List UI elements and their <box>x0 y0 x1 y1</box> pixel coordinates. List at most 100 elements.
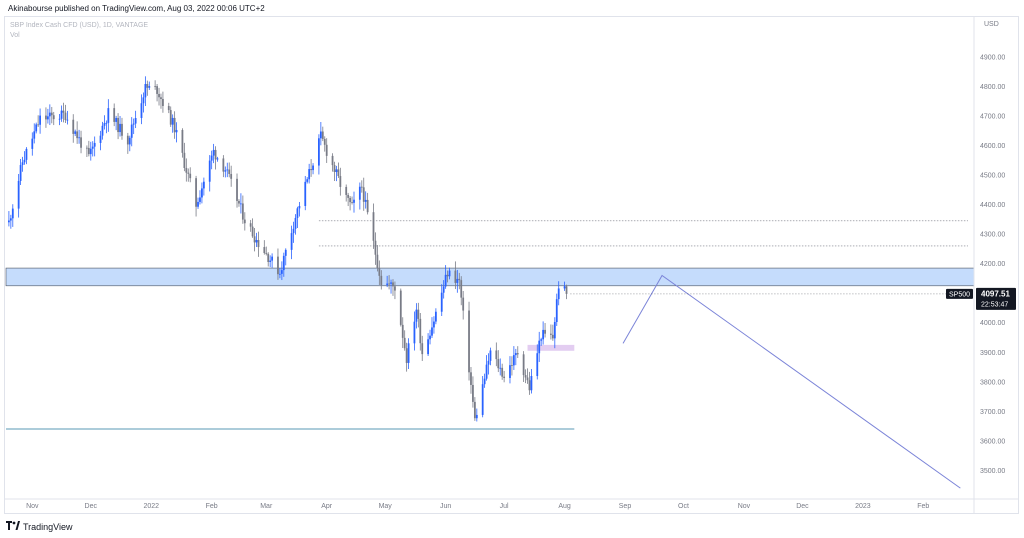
candle <box>446 270 449 283</box>
dotted-levels[interactable] <box>318 220 968 247</box>
candle-body <box>431 327 433 336</box>
candle <box>458 272 461 290</box>
candle-body <box>48 112 51 117</box>
candle <box>417 302 420 328</box>
candle <box>132 118 135 135</box>
candle-body <box>241 203 244 220</box>
candle <box>321 126 324 142</box>
candle-body <box>263 247 266 253</box>
candle-body <box>171 117 174 125</box>
candle <box>565 284 568 300</box>
projection-path[interactable] <box>622 274 961 489</box>
candle-body <box>442 286 445 293</box>
candle-body <box>499 367 502 369</box>
candle <box>126 132 129 154</box>
x-tick-label: Aug <box>558 503 571 510</box>
candle-body <box>236 178 238 201</box>
candle-body <box>538 340 541 354</box>
candle-body <box>181 129 184 153</box>
x-tick-label: 2022 <box>143 503 159 510</box>
candle-body <box>197 201 199 207</box>
candle-body <box>107 108 110 123</box>
tradingview-logo-icon <box>6 521 20 533</box>
candle <box>171 114 174 133</box>
candle-body <box>271 256 274 261</box>
candle-body <box>405 348 408 363</box>
candle <box>380 270 383 290</box>
candle-body <box>101 125 104 136</box>
price-axis[interactable]: 3500.00 3600.00 3700.00 3800.00 3900.00 4000.… <box>973 16 1005 514</box>
candle-body <box>39 115 41 125</box>
candle <box>103 115 106 130</box>
candle-body <box>249 223 252 227</box>
y-tick-label: 3900.00 <box>980 350 1005 357</box>
candle <box>39 108 41 134</box>
publish-info: Akinabourse published on TradingView.com… <box>8 4 265 13</box>
vol-label[interactable]: Vol <box>10 32 20 39</box>
candle <box>199 190 201 205</box>
candle-body <box>403 337 406 349</box>
x-tick-label: Nov <box>738 503 751 510</box>
candle-body <box>530 375 533 391</box>
candle <box>442 280 445 299</box>
candle <box>294 214 297 235</box>
candle-body <box>46 116 49 120</box>
time-axis[interactable]: Nov Dec 2022 Feb Mar Apr May Jun Jul Aug Sep Oct Nov… <box>4 498 1019 510</box>
candle <box>158 87 160 106</box>
candle <box>337 162 340 178</box>
x-tick-label: Feb <box>206 503 218 510</box>
candle-body <box>58 118 61 120</box>
x-tick-label: Mar <box>260 503 273 510</box>
candle-body <box>185 167 188 173</box>
candle <box>146 80 149 96</box>
symbol-line[interactable]: SBP Index Cash CFD (USD), 1D, VANTAGE <box>10 22 149 29</box>
candle-body <box>399 290 402 325</box>
candle <box>243 212 246 231</box>
candle-body <box>267 253 270 262</box>
candle <box>335 165 338 182</box>
candle-body <box>483 378 486 385</box>
candle-body <box>146 84 149 88</box>
candle-body <box>417 309 420 319</box>
candle-body <box>454 270 457 283</box>
candle-body <box>563 286 566 289</box>
candle-body <box>187 172 190 174</box>
candle-body <box>415 309 418 322</box>
candle-body <box>265 252 268 254</box>
candle-body <box>226 169 229 171</box>
candle-body <box>279 273 281 275</box>
candle-body <box>448 270 451 277</box>
candle-body <box>512 355 515 366</box>
candle-body <box>290 233 293 250</box>
candle <box>563 281 566 291</box>
candle-body <box>565 286 568 294</box>
candle <box>431 317 433 338</box>
candle-body <box>358 186 361 200</box>
y-tick-label: 4500.00 <box>980 173 1005 180</box>
candle-body <box>80 137 82 148</box>
pink-zone[interactable] <box>527 344 575 351</box>
candle <box>419 313 422 351</box>
candle <box>269 255 272 268</box>
candle <box>550 324 552 340</box>
y-tick-label: 4400.00 <box>980 202 1005 209</box>
candle <box>11 204 14 227</box>
y-tick-label: 4900.00 <box>980 54 1005 61</box>
candle-body <box>485 364 488 379</box>
candle <box>265 246 268 256</box>
candle-body <box>516 353 519 355</box>
resistance-zone[interactable] <box>5 267 975 287</box>
candle <box>512 346 515 370</box>
candle <box>376 245 379 272</box>
footer-brand[interactable]: TradingView <box>6 521 73 533</box>
candle-body <box>167 105 170 111</box>
candle-body <box>9 218 12 221</box>
candle <box>472 376 474 408</box>
candle <box>277 248 279 280</box>
candle <box>440 284 443 317</box>
candle-body <box>470 372 472 385</box>
candle <box>372 203 375 249</box>
candle-body <box>23 159 26 163</box>
candle <box>540 337 543 346</box>
